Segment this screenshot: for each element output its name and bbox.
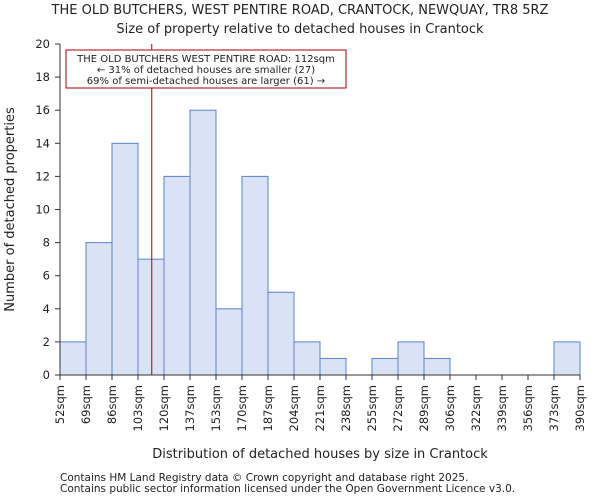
annotation-rect (65, 49, 347, 89)
bar-255sqm (371, 357, 399, 376)
x-tick-label: 356sqm (521, 385, 535, 431)
bar-204sqm (293, 341, 321, 376)
x-axis-label: Distribution of detached houses by size … (152, 447, 488, 462)
x-tick-label: 238sqm (339, 385, 353, 431)
x-tick-label: 120sqm (157, 385, 171, 431)
annotation-box: THE OLD BUTCHERS WEST PENTIRE ROAD: 112s… (65, 49, 347, 89)
annotation-line-3: 69% of semi-detached houses are larger (… (87, 76, 325, 87)
chart-subtitle: Size of property relative to detached ho… (116, 22, 484, 37)
x-tick-label: 289sqm (417, 385, 431, 431)
tick-group: 0 2 4 6 8 10 12 14 16 18 20 52sqm 69sqm 86sqm 103sqm 12… (35, 37, 587, 431)
x-tick-label: 306sqm (443, 385, 457, 431)
bar-137sqm (189, 109, 217, 376)
bar-153sqm (215, 308, 243, 376)
bar-373sqm (553, 341, 581, 376)
footer-line-2: Contains public sector information licen… (60, 483, 516, 495)
y-tick-label: 14 (35, 136, 50, 150)
y-tick-label: 6 (43, 269, 50, 283)
x-tick-label: 137sqm (183, 385, 197, 431)
x-tick-label: 272sqm (391, 385, 405, 431)
bar-52sqm (59, 341, 87, 376)
bar-272sqm (397, 341, 425, 376)
x-tick-label: 52sqm (53, 385, 67, 424)
chart-title: THE OLD BUTCHERS, WEST PENTIRE ROAD, CRA… (51, 3, 549, 18)
x-tick-label: 255sqm (365, 385, 379, 431)
y-tick-label: 2 (43, 335, 50, 349)
bar-69sqm (85, 242, 113, 376)
y-tick-label: 8 (43, 236, 50, 250)
annotation-line-2: ← 31% of detached houses are smaller (27… (97, 65, 315, 76)
x-tick-label: 170sqm (235, 385, 249, 431)
bar-221sqm (319, 357, 347, 376)
y-tick-label: 20 (35, 37, 50, 51)
x-tick-label: 373sqm (547, 385, 561, 431)
bar-120sqm (163, 175, 191, 376)
bar-103sqm (137, 258, 165, 376)
annotation-line-1: THE OLD BUTCHERS WEST PENTIRE ROAD: 112s… (76, 54, 335, 65)
x-tick-label: 390sqm (573, 385, 587, 431)
y-tick-label: 0 (43, 368, 50, 382)
x-tick-label: 187sqm (261, 385, 275, 431)
bar-289sqm (423, 357, 451, 376)
bar-187sqm (267, 291, 295, 376)
bar-group (59, 109, 581, 376)
y-tick-label: 16 (35, 103, 50, 117)
y-axis-label: Number of detached properties (3, 107, 18, 312)
y-tick-label: 4 (43, 302, 50, 316)
x-tick-label: 221sqm (313, 385, 327, 431)
y-tick-label: 10 (35, 203, 50, 217)
bar-86sqm (111, 142, 139, 376)
x-tick-label: 339sqm (495, 385, 509, 431)
footer-line-1: Contains HM Land Registry data © Crown c… (60, 472, 469, 484)
x-tick-label: 69sqm (79, 385, 93, 424)
y-tick-label: 18 (35, 70, 50, 84)
x-tick-label: 322sqm (469, 385, 483, 431)
y-tick-label: 12 (35, 169, 50, 183)
x-tick-label: 86sqm (105, 385, 119, 424)
x-tick-label: 103sqm (131, 385, 145, 431)
x-tick-label: 204sqm (287, 385, 301, 431)
x-tick-label: 153sqm (209, 385, 223, 431)
bar-170sqm (241, 175, 269, 376)
